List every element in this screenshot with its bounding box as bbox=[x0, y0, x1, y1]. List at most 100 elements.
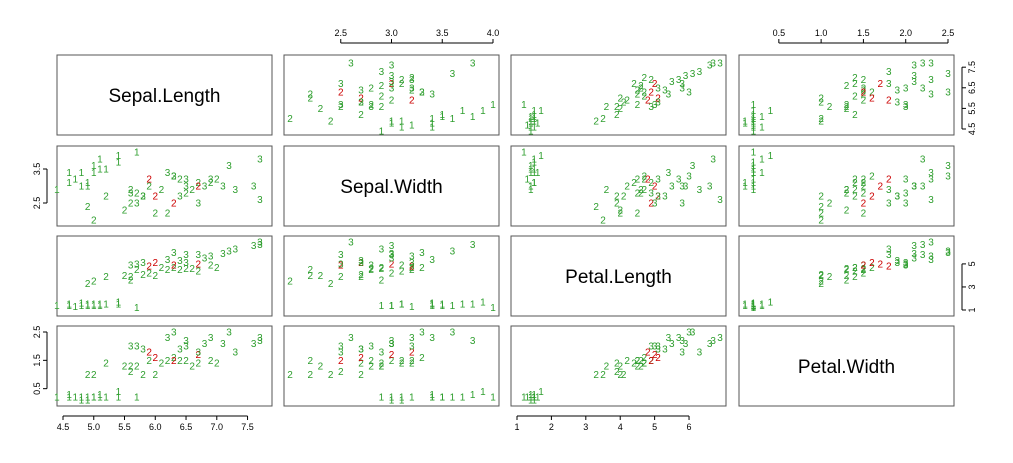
point-label: 1 bbox=[768, 106, 774, 117]
point-label: 3 bbox=[226, 247, 232, 258]
point-label: 2 bbox=[818, 98, 824, 109]
point-label: 3 bbox=[903, 258, 909, 269]
point-label: 2 bbox=[122, 205, 128, 216]
point-label: 2 bbox=[869, 192, 875, 203]
point-label: 2 bbox=[159, 263, 165, 274]
point-label: 3 bbox=[389, 241, 395, 252]
point-label: 2 bbox=[128, 362, 134, 373]
point-label: 2 bbox=[399, 261, 405, 272]
point-label: 1 bbox=[751, 112, 757, 123]
point-label: 2 bbox=[852, 92, 858, 103]
point-label: 3 bbox=[196, 347, 202, 358]
point-label: 1 bbox=[521, 100, 527, 111]
point-label: 3 bbox=[903, 83, 909, 94]
point-label: 2 bbox=[818, 114, 824, 125]
point-label: 1 bbox=[751, 114, 757, 125]
point-label: 3 bbox=[676, 75, 682, 86]
point-label: 2 bbox=[645, 347, 651, 358]
point-label: 2 bbox=[196, 266, 202, 277]
tick-label: 0.5 bbox=[773, 28, 786, 38]
point-label: 3 bbox=[697, 185, 703, 196]
point-label: 3 bbox=[409, 83, 415, 94]
point-label: 1 bbox=[116, 300, 122, 311]
point-label: 3 bbox=[717, 195, 723, 206]
point-label: 2 bbox=[869, 258, 875, 269]
point-label: 2 bbox=[134, 188, 140, 199]
point-label: 1 bbox=[54, 393, 60, 404]
point-label: 2 bbox=[827, 272, 833, 283]
point-label: 2 bbox=[379, 359, 385, 370]
tick-label: 1.5 bbox=[32, 354, 42, 367]
point-label: 2 bbox=[379, 362, 385, 373]
point-label: 1 bbox=[103, 300, 109, 311]
point-label: 3 bbox=[358, 345, 364, 356]
point-label: 2 bbox=[409, 265, 415, 276]
point-label: 3 bbox=[134, 199, 140, 210]
point-label: 3 bbox=[717, 59, 723, 70]
point-label: 1 bbox=[439, 393, 445, 404]
point-label: 2 bbox=[655, 192, 661, 203]
point-label: 1 bbox=[751, 165, 757, 176]
point-label: 2 bbox=[308, 370, 314, 381]
point-label: 1 bbox=[379, 301, 385, 312]
point-label: 3 bbox=[652, 100, 658, 111]
point-label: 2 bbox=[886, 96, 892, 107]
point-label: 1 bbox=[528, 182, 534, 193]
point-label: 1 bbox=[751, 300, 757, 311]
panel-sepal-width-vs-sepal-width bbox=[283, 145, 500, 227]
point-label: 2 bbox=[338, 102, 344, 113]
point-label: 1 bbox=[54, 301, 60, 312]
point-label: 2 bbox=[642, 175, 648, 186]
point-label: 3 bbox=[348, 238, 354, 249]
point-label: 1 bbox=[490, 393, 496, 404]
point-label: 2 bbox=[196, 350, 202, 361]
point-label: 2 bbox=[159, 185, 165, 196]
point-label: 2 bbox=[621, 370, 627, 381]
point-label: 2 bbox=[648, 356, 654, 367]
point-label: 3 bbox=[669, 77, 675, 88]
tick-label: 3.5 bbox=[32, 163, 42, 176]
point-label: 1 bbox=[389, 116, 395, 127]
point-label: 3 bbox=[202, 254, 208, 265]
point-label: 2 bbox=[869, 263, 875, 274]
point-label: 1 bbox=[751, 100, 757, 111]
point-label: 3 bbox=[690, 161, 696, 172]
point-label: 2 bbox=[844, 205, 850, 216]
point-label: 1 bbox=[759, 154, 765, 165]
point-label: 2 bbox=[604, 362, 610, 373]
point-label: 1 bbox=[439, 110, 445, 121]
tick-label: 4 bbox=[618, 422, 623, 432]
point-label: 3 bbox=[196, 250, 202, 261]
point-label: 3 bbox=[903, 188, 909, 199]
point-label: 2 bbox=[638, 83, 644, 94]
point-label: 2 bbox=[214, 263, 220, 274]
point-label: 2 bbox=[638, 356, 644, 367]
point-label: 2 bbox=[91, 277, 97, 288]
point-label: 3 bbox=[429, 333, 435, 344]
point-label: 3 bbox=[945, 247, 951, 258]
point-label: 3 bbox=[666, 333, 672, 344]
point-label: 2 bbox=[844, 188, 850, 199]
point-label: 1 bbox=[742, 182, 748, 193]
panels-layer: Sepal.Length Sepal.Width Petal.Length Petal… bbox=[56, 54, 955, 407]
point-label: 2 bbox=[878, 79, 884, 90]
point-label: 1 bbox=[751, 110, 757, 121]
point-label: 2 bbox=[389, 356, 395, 367]
point-label: 1 bbox=[97, 165, 103, 176]
point-label: 1 bbox=[528, 393, 534, 404]
point-label: 2 bbox=[861, 265, 867, 276]
point-label: 2 bbox=[85, 202, 91, 213]
point-label: 3 bbox=[920, 83, 926, 94]
point-label: 3 bbox=[655, 83, 661, 94]
point-label: 2 bbox=[593, 370, 599, 381]
point-label: 1 bbox=[97, 301, 103, 312]
point-label: 2 bbox=[122, 271, 128, 282]
point-label: 1 bbox=[531, 154, 537, 165]
point-label: 2 bbox=[358, 258, 364, 269]
point-label: 3 bbox=[409, 342, 415, 353]
point-label: 1 bbox=[134, 393, 140, 404]
point-label: 1 bbox=[85, 301, 91, 312]
point-label: 3 bbox=[648, 188, 654, 199]
point-label: 2 bbox=[134, 362, 140, 373]
point-label: 2 bbox=[648, 199, 654, 210]
